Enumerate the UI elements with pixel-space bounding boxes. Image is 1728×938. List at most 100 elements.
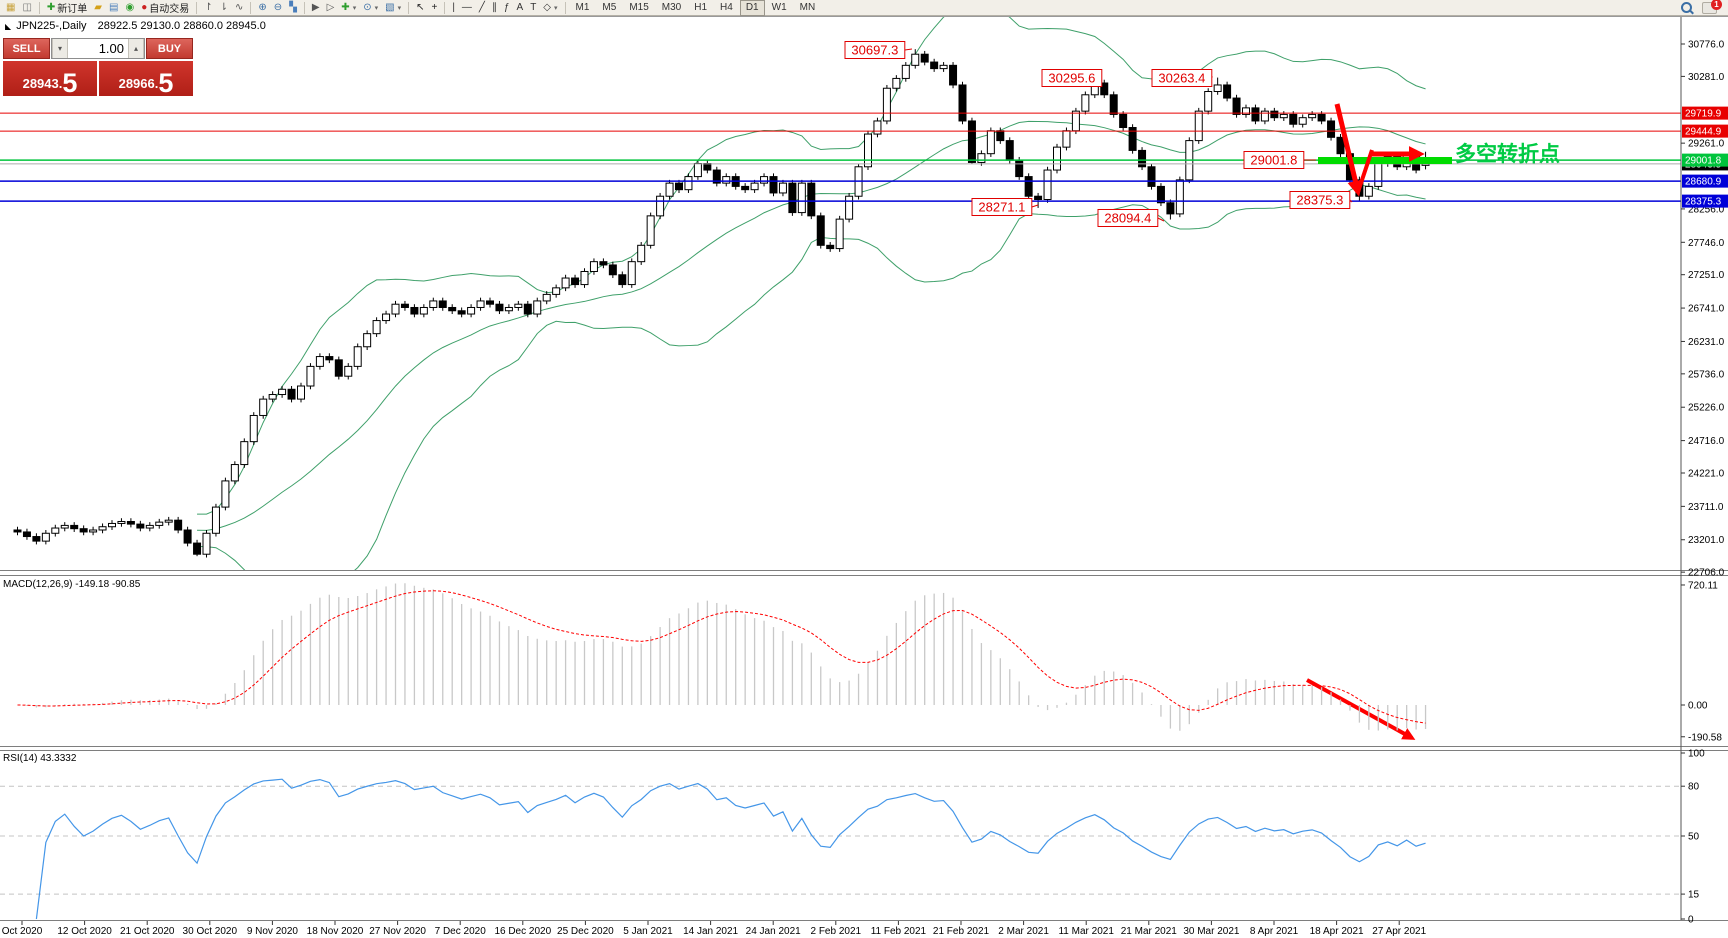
timeframe-w1-button[interactable]: W1 xyxy=(771,1,787,13)
signal-button[interactable]: ◉ xyxy=(122,1,137,15)
new-chart-button[interactable]: ▦ xyxy=(3,1,18,15)
vertical-line-button[interactable]: | xyxy=(449,1,458,15)
timeframe-m30-button[interactable]: M30 xyxy=(661,1,682,13)
volume-decrease-button[interactable]: ▾ xyxy=(52,39,68,58)
auto-scroll-icon: ▶ xyxy=(311,1,320,13)
price-callout-28094.4[interactable]: 28094.4 xyxy=(1097,209,1165,227)
mail-button[interactable]: ▤ xyxy=(106,1,121,15)
horizontal-line-button[interactable]: — xyxy=(459,1,475,15)
price-callout-30263.4[interactable]: 30263.4 xyxy=(1151,69,1213,87)
chart-shift-button[interactable]: ▷ xyxy=(324,1,338,15)
svg-text:14 Jan 2021: 14 Jan 2021 xyxy=(683,926,738,937)
line-chart-button[interactable]: ∿ xyxy=(232,1,246,15)
chevron-down-icon: ▾ xyxy=(554,4,558,12)
profile-button[interactable]: ◫ xyxy=(19,1,34,15)
sell-price-big: 5 xyxy=(62,68,78,98)
sell-price-main: 28943. xyxy=(22,76,63,91)
fibonacci-icon: ƒ xyxy=(503,1,510,13)
svg-text:2 Mar 2021: 2 Mar 2021 xyxy=(998,926,1049,937)
timeframe-m15-button[interactable]: M15 xyxy=(629,1,649,13)
bars-down-button[interactable]: ⇂ xyxy=(217,1,231,15)
buy-button[interactable]: BUY xyxy=(146,38,193,59)
toolbar-separator xyxy=(564,1,566,14)
caret-down-icon: ▾ xyxy=(57,44,62,53)
volume-increase-button[interactable]: ▴ xyxy=(128,39,144,58)
equidistant-channel-icon: ∥ xyxy=(491,1,497,13)
volume-stepper[interactable]: ▾ 1.00 ▴ xyxy=(51,38,145,59)
svg-text:30 Oct 2020: 30 Oct 2020 xyxy=(183,926,238,937)
svg-text:50: 50 xyxy=(1688,832,1700,843)
svg-text:9 Nov 2020: 9 Nov 2020 xyxy=(247,926,299,937)
svg-text:2 Feb 2021: 2 Feb 2021 xyxy=(810,926,861,937)
crosshair-button[interactable]: + xyxy=(428,1,440,15)
label-button[interactable]: T xyxy=(527,1,539,15)
svg-text:30281.0: 30281.0 xyxy=(1688,72,1725,83)
text-button[interactable]: A xyxy=(514,1,527,15)
tile-windows-button[interactable]: ▚ xyxy=(286,1,300,15)
timeframe-h1-button[interactable]: H1 xyxy=(694,1,708,13)
svg-text:25226.0: 25226.0 xyxy=(1688,403,1725,414)
pivot-text-label[interactable]: 多空转折点 xyxy=(1455,142,1560,166)
shapes-button[interactable]: ◇ ▾ xyxy=(540,1,560,15)
svg-text:28375.3: 28375.3 xyxy=(1296,193,1343,208)
crosshair-icon: + xyxy=(431,1,438,13)
auto-trading-button[interactable]: ● 自动交易 xyxy=(138,1,192,16)
candlestick-series xyxy=(13,49,1430,558)
svg-text:16 Dec 2020: 16 Dec 2020 xyxy=(494,926,551,937)
toolbar-separator xyxy=(250,1,252,14)
templates-button[interactable]: ▧ ▾ xyxy=(382,1,404,15)
fibonacci-button[interactable]: ƒ xyxy=(501,1,513,15)
notification-badge: 1 xyxy=(1711,0,1722,10)
chart-corner-icon: ◣ xyxy=(5,22,12,31)
trendline-button[interactable]: ╱ xyxy=(476,1,488,15)
red-arrow[interactable] xyxy=(1356,149,1374,193)
svg-text:28375.3: 28375.3 xyxy=(1685,197,1722,208)
timeframe-m1-button[interactable]: M1 xyxy=(575,1,590,13)
sell-button[interactable]: SELL xyxy=(3,38,50,59)
line-chart-icon: ∿ xyxy=(235,1,244,13)
timeframe-mn-button[interactable]: MN xyxy=(799,1,816,13)
timeframe-d1-button[interactable]: D1 xyxy=(739,0,765,16)
svg-text:30 Mar 2021: 30 Mar 2021 xyxy=(1183,926,1240,937)
gold-button[interactable]: ▰ xyxy=(91,1,105,15)
price-callout-28375.3[interactable]: 28375.3 xyxy=(1289,191,1353,209)
volume-input[interactable]: 1.00 xyxy=(98,41,124,56)
sell-price-box[interactable]: 28943. 5 xyxy=(3,61,97,98)
svg-text:28680.9: 28680.9 xyxy=(1685,177,1722,188)
pivot-highlight-bar[interactable] xyxy=(1318,157,1452,164)
indicators-button[interactable]: ✚ ▾ xyxy=(338,1,359,15)
price-callout-29001.8[interactable]: 29001.8 xyxy=(1243,151,1316,169)
cursor-button[interactable]: ↖ xyxy=(413,1,427,15)
indicators-icon: ✚ xyxy=(341,1,350,13)
axis-price-label-29001.8: 29001.8 xyxy=(1682,153,1728,167)
auto-scroll-button[interactable]: ▶ xyxy=(309,1,323,15)
bars-up-button[interactable]: ↾ xyxy=(201,1,215,15)
chevron-down-icon: ▾ xyxy=(397,4,402,12)
macd-panel xyxy=(17,583,1427,731)
timeframe-h4-button[interactable]: H4 xyxy=(720,1,733,13)
zoom-in-button[interactable]: ⊕ xyxy=(255,1,269,15)
new-order-button[interactable]: ✚ 新订单 xyxy=(44,1,90,16)
red-arrow[interactable] xyxy=(1334,103,1364,197)
notifications-icon[interactable]: 1 xyxy=(1702,0,1722,14)
text-icon: A xyxy=(516,1,524,13)
periods-button[interactable]: ⊙ ▾ xyxy=(360,1,381,15)
svg-text:25736.0: 25736.0 xyxy=(1688,369,1725,380)
svg-text:29001.8: 29001.8 xyxy=(1250,153,1297,168)
price-callout-30697.3[interactable]: 30697.3 xyxy=(844,41,913,59)
zoom-out-button[interactable]: ⊖ xyxy=(271,1,285,15)
price-callout-28271.1[interactable]: 28271.1 xyxy=(971,198,1039,216)
price-callout-30295.6[interactable]: 30295.6 xyxy=(1041,69,1103,87)
cursor-icon: ↖ xyxy=(416,1,425,13)
search-icon[interactable] xyxy=(1681,2,1692,13)
new-chart-icon: ▦ xyxy=(6,1,16,13)
buy-price-box[interactable]: 28966. 5 xyxy=(99,61,193,97)
timeframe-m5-button[interactable]: M5 xyxy=(602,1,617,13)
svg-text:15: 15 xyxy=(1688,890,1700,901)
svg-text:23711.0: 23711.0 xyxy=(1688,502,1724,513)
equidistant-channel-button[interactable]: ∥ xyxy=(489,1,500,15)
svg-text:-190.58: -190.58 xyxy=(1688,732,1722,743)
svg-text:30263.4: 30263.4 xyxy=(1158,71,1205,86)
